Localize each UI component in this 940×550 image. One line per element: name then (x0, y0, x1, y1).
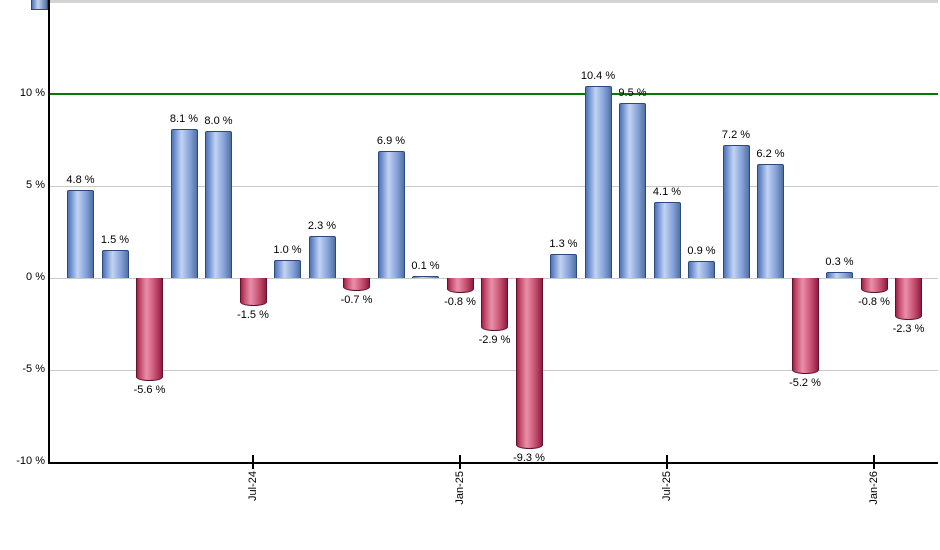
bar-value-label: 8.1 % (169, 113, 199, 125)
return-bar[interactable] (274, 260, 301, 278)
plot-top-border (50, 0, 938, 3)
bar-value-label: 8.0 % (204, 115, 233, 127)
return-bar[interactable] (136, 278, 163, 381)
bar-value-label: 9.5 % (618, 87, 647, 99)
return-bar[interactable] (722, 145, 750, 278)
bar-value-label: -0.7 % (340, 294, 373, 306)
bar-value-label: -2.9 % (478, 334, 511, 346)
bar-value-label: 6.9 % (376, 135, 406, 147)
bar-value-label: 4.1 % (652, 186, 682, 198)
bar-value-label: 10.4 % (580, 70, 616, 82)
x-tick-label: Jan-25 (453, 471, 466, 505)
return-bar[interactable] (67, 190, 94, 278)
y-axis-label: 5 % (26, 179, 45, 191)
return-bar[interactable] (412, 276, 439, 278)
bar-value-label: -1.5 % (237, 309, 269, 321)
x-tick-label: Jul-24 (246, 471, 259, 501)
y-axis-label: 0 % (26, 271, 45, 283)
return-bar[interactable] (170, 129, 198, 278)
x-tick (666, 455, 668, 469)
x-tick (873, 455, 875, 469)
return-bar[interactable] (653, 202, 681, 278)
bar-value-label: 7.2 % (721, 129, 751, 141)
return-bar[interactable] (343, 278, 370, 291)
return-bar[interactable] (101, 250, 129, 278)
return-bar[interactable] (860, 278, 888, 293)
y-axis-line (48, 0, 50, 464)
gridline-5 (50, 186, 938, 187)
reference-line-10pct (50, 93, 938, 95)
return-bar[interactable] (895, 278, 922, 320)
return-bar[interactable] (619, 103, 646, 278)
return-bar[interactable] (239, 278, 267, 306)
return-bar[interactable] (584, 86, 612, 278)
bar-value-label: -0.8 % (444, 296, 476, 308)
bar-value-label: -5.6 % (133, 384, 166, 396)
bar-value-label: 1.0 % (273, 244, 302, 256)
gridline--5 (50, 370, 938, 371)
return-bar[interactable] (481, 278, 508, 331)
bar-value-label: -9.3 % (513, 452, 545, 464)
x-tick-label: Jan-26 (867, 471, 880, 505)
x-tick-label: Jul-25 (660, 471, 673, 501)
return-bar[interactable] (550, 254, 577, 278)
bar-value-label: 0.9 % (687, 245, 716, 257)
bar-value-label: 0.3 % (825, 256, 854, 268)
return-bar[interactable] (791, 278, 819, 374)
x-tick (252, 455, 254, 469)
return-bar[interactable] (826, 272, 853, 278)
bar-value-label: -0.8 % (858, 296, 890, 308)
x-tick (459, 455, 461, 469)
return-bar[interactable] (377, 151, 405, 278)
bar-value-label: 1.5 % (100, 234, 130, 246)
bar-value-label: 0.1 % (411, 260, 440, 272)
y-axis-label: -10 % (16, 455, 45, 467)
bar-value-label: 2.3 % (307, 220, 337, 232)
stray-bar-fragment (31, 0, 48, 10)
return-bar[interactable] (515, 278, 543, 449)
return-bar[interactable] (757, 164, 784, 278)
return-bar[interactable] (688, 261, 715, 278)
bar-value-label: 6.2 % (756, 148, 785, 160)
bar-value-label: 4.8 % (66, 174, 95, 186)
bar-value-label: 1.3 % (549, 238, 578, 250)
return-bar[interactable] (308, 236, 336, 278)
y-axis-label: 10 % (19, 87, 45, 99)
x-axis-line (48, 462, 938, 464)
y-axis-label: -5 % (22, 363, 45, 375)
return-bar[interactable] (205, 131, 232, 278)
bar-value-label: -5.2 % (789, 377, 821, 389)
bar-value-label: -2.3 % (892, 323, 925, 335)
return-bar[interactable] (446, 278, 474, 293)
